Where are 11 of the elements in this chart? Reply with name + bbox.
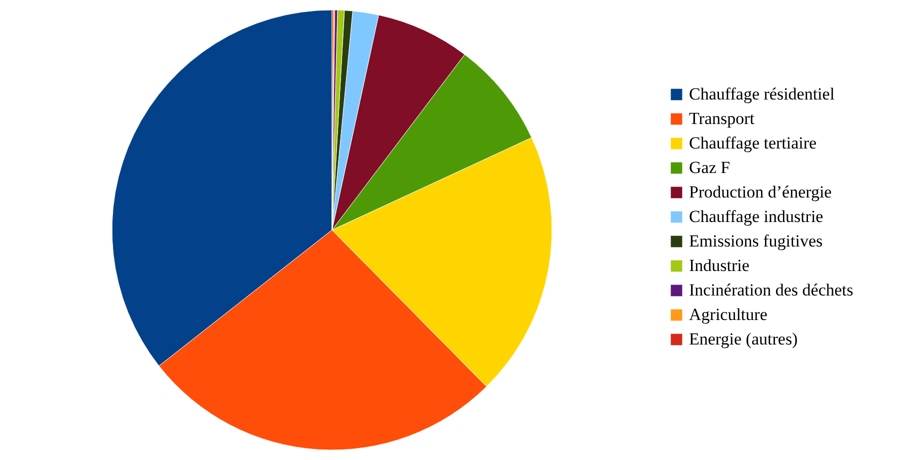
legend-label: Production d’énergie [689,182,832,202]
legend-label: Energie (autres) [689,330,798,348]
legend-label: Incinération des déchets [689,280,854,300]
legend-label: Chauffage tertiaire [689,134,817,152]
legend-label: Chauffage résidentiel [689,84,835,104]
legend-label: Emissions fugitives [689,232,823,250]
legend-label: Industrie [689,256,750,275]
legend-label: Agriculture [689,305,768,324]
legend-label: Gaz F [689,158,730,177]
legend-label: Chauffage industrie [689,207,824,226]
legend-label: Transport [689,109,755,128]
